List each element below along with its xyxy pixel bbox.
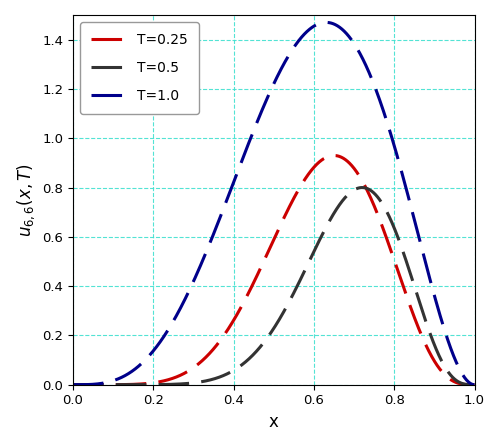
T=1.0	[70, 382, 76, 388]
T=0.25	[331, 153, 337, 158]
T=1.0	[386, 127, 392, 132]
T=0.5	[70, 382, 76, 388]
T=0.25	[70, 382, 76, 388]
T=1.0	[460, 372, 466, 378]
T=0.25	[386, 244, 392, 249]
T=0.5	[460, 381, 466, 386]
Y-axis label: $u_{6,6}(x,T)$: $u_{6,6}(x,T)$	[15, 163, 36, 237]
T=0.5	[472, 382, 478, 388]
Line: T=0.25: T=0.25	[73, 156, 474, 385]
T=1.0	[460, 372, 466, 378]
Legend: T=0.25, T=0.5, T=1.0: T=0.25, T=0.5, T=1.0	[80, 22, 199, 114]
T=0.25	[460, 381, 466, 387]
T=0.5	[254, 347, 260, 353]
Line: T=0.5: T=0.5	[73, 187, 474, 385]
Line: T=1.0: T=1.0	[73, 22, 474, 385]
T=0.5	[265, 334, 271, 339]
T=0.25	[265, 249, 271, 254]
T=0.5	[386, 214, 392, 219]
T=0.5	[90, 382, 96, 388]
X-axis label: x: x	[269, 413, 278, 431]
T=1.0	[254, 118, 260, 124]
T=1.0	[265, 93, 271, 99]
T=1.0	[323, 20, 329, 25]
T=0.25	[90, 382, 96, 388]
T=0.5	[460, 381, 466, 386]
T=0.25	[254, 272, 260, 277]
T=1.0	[472, 382, 478, 388]
T=0.25	[472, 382, 478, 388]
T=0.5	[359, 185, 365, 190]
T=0.25	[460, 382, 466, 387]
T=1.0	[90, 382, 96, 387]
